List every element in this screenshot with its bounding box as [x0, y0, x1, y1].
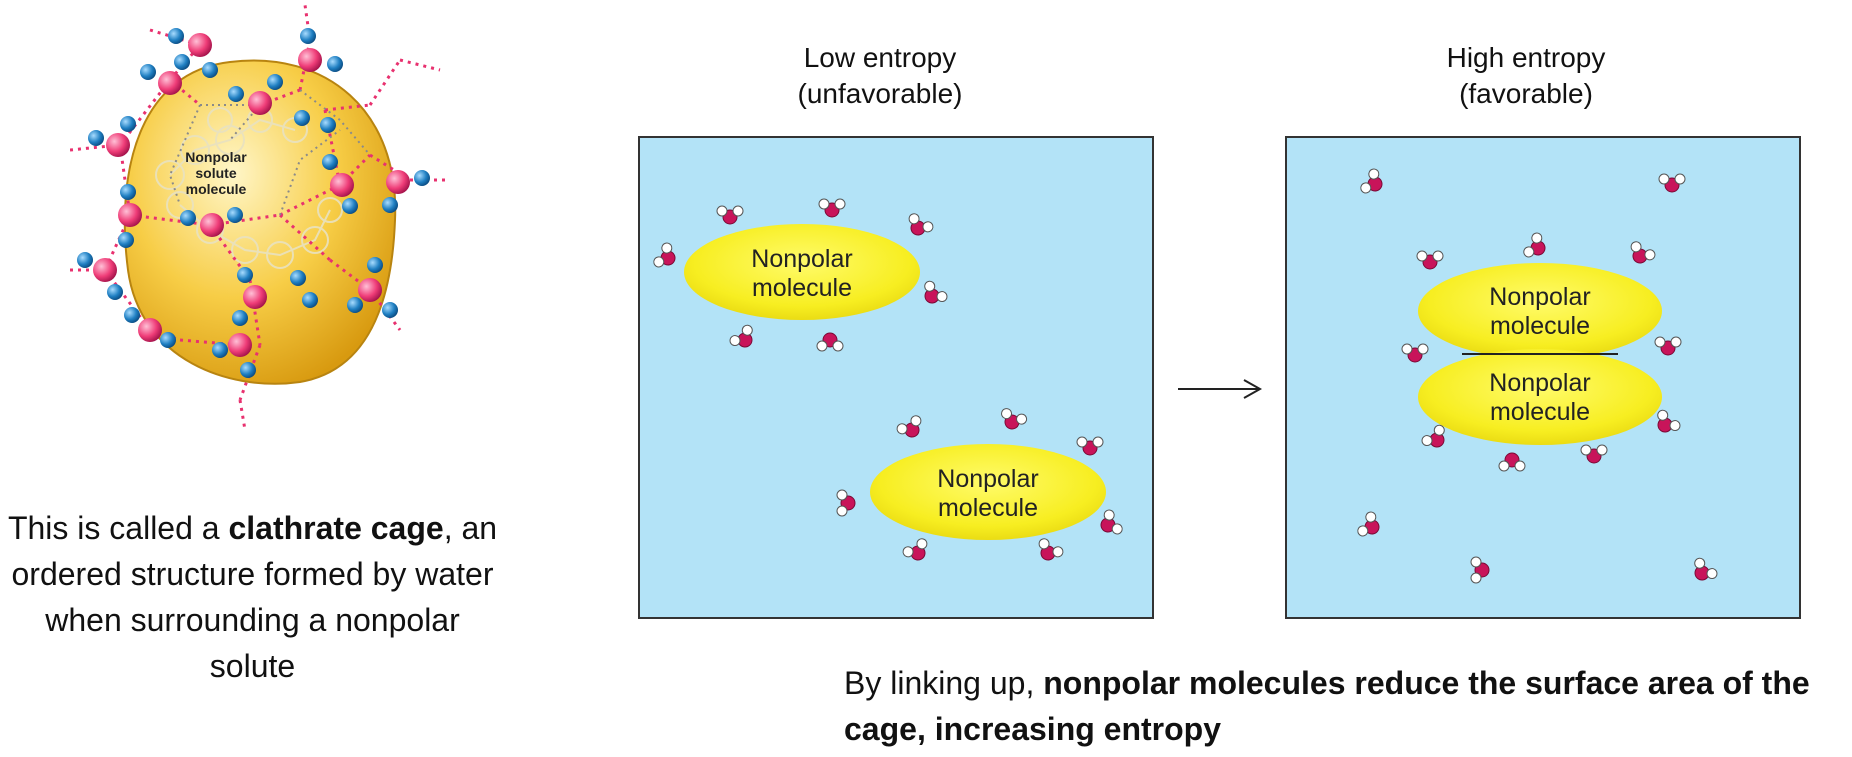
right-title-line1: High entropy — [1446, 42, 1606, 73]
right-panel-title: High entropy (favorable) — [1286, 40, 1766, 112]
right-molecule-bottom-label-line2: molecule — [1490, 398, 1590, 426]
bottom-caption-bold: nonpolar molecules reduce the surface ar… — [844, 665, 1810, 747]
solute-label-line2: solute — [195, 165, 236, 181]
solute-label-line1: Nonpolar — [185, 149, 247, 165]
right-nonpolar-molecule-top — [1418, 263, 1662, 359]
caption-prefix: This is called a — [7, 510, 229, 546]
clathrate-cage-illustration: Nonpolar solute molecule — [70, 4, 450, 431]
cage-water-molecules — [77, 28, 430, 378]
left-molecule-2-label-line2: molecule — [938, 494, 1038, 522]
caption-suffix: , an ordered structure formed by water w… — [11, 510, 498, 684]
caption-bold-term: clathrate cage — [228, 510, 444, 546]
left-nonpolar-molecule-2 — [870, 444, 1106, 540]
right-title-line2: (favorable) — [1459, 78, 1593, 109]
solute-label-line3: molecule — [186, 181, 247, 197]
left-molecule-1-label-line1: Nonpolar — [751, 245, 852, 273]
cage-body — [123, 59, 397, 385]
right-molecule-bottom-label-line1: Nonpolar — [1489, 369, 1590, 397]
right-molecule-top-label-line2: molecule — [1490, 312, 1590, 340]
transition-arrow — [1178, 379, 1263, 399]
left-panel-box — [638, 136, 1154, 619]
left-molecule-2-label-line1: Nonpolar — [937, 465, 1038, 493]
left-panel-title: Low entropy (unfavorable) — [640, 40, 1120, 112]
left-nonpolar-molecule-1 — [684, 224, 920, 320]
right-nonpolar-molecule-bottom — [1418, 349, 1662, 445]
bottom-caption-prefix: By linking up, — [844, 665, 1044, 701]
cage-inner-dotted-lines — [168, 89, 371, 216]
clathrate-caption: This is called a clathrate cage, an orde… — [0, 505, 505, 689]
hydrogen-bond-network — [70, 4, 450, 431]
left-title-line1: Low entropy — [803, 42, 957, 73]
right-molecule-top-label-line1: Nonpolar — [1489, 283, 1590, 311]
left-title-line2: (unfavorable) — [797, 78, 963, 109]
left-molecule-1-label-line2: molecule — [752, 274, 852, 302]
bottom-caption: By linking up, nonpolar molecules reduce… — [844, 660, 1844, 752]
